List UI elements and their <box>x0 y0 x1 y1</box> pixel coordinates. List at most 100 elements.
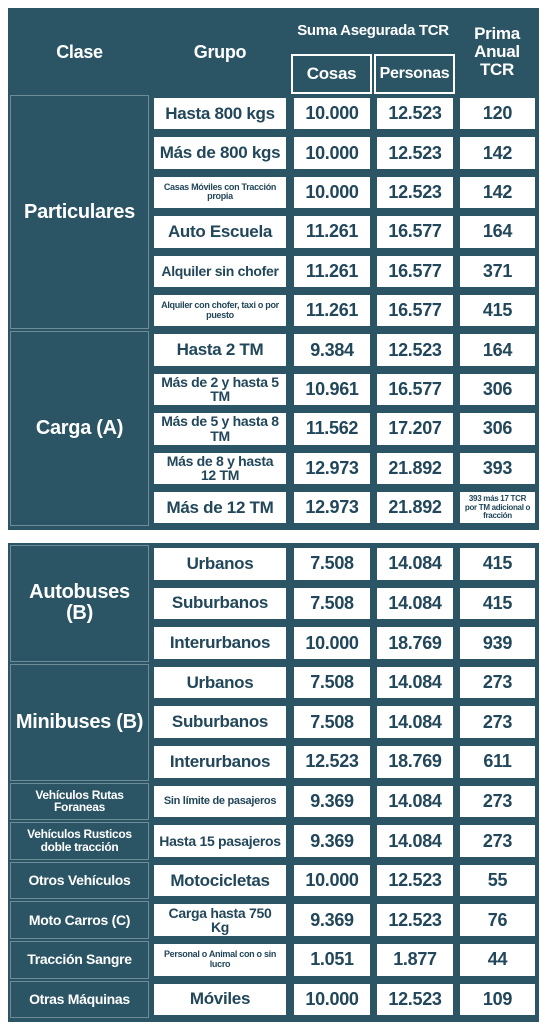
clase-cell: Vehículos Rusticos doble tracción <box>10 822 149 860</box>
personas-cell: 18.769 <box>375 744 455 780</box>
personas-cell: 12.523 <box>375 174 455 211</box>
cosas-cell: 7.508 <box>292 704 372 740</box>
header-cell: Cosas <box>291 54 372 94</box>
personas-cell: 1.877 <box>375 942 455 978</box>
grupo-cell: Hasta 800 kgs <box>152 96 288 132</box>
personas-cell: 12.523 <box>375 862 455 899</box>
clase-cell: Vehículos Rutas Foraneas <box>10 782 149 821</box>
grupo-cell: Alquiler con chofer, taxi o por puesto <box>152 293 288 329</box>
prima-cell: 306 <box>458 371 537 408</box>
grupo-cell: Más de 5 y hasta 8 TM <box>152 411 288 447</box>
grupo-cell: Hasta 2 TM <box>152 332 288 368</box>
grupo-cell: Carga hasta 750 Kg <box>152 902 288 938</box>
prima-cell: 393 <box>458 450 537 486</box>
header-cell: Clase <box>10 10 149 94</box>
personas-cell: 14.084 <box>375 783 455 820</box>
personas-cell: 12.523 <box>375 981 455 1018</box>
prima-cell: 306 <box>458 411 537 447</box>
clase-cell: Tracción Sangre <box>10 941 149 979</box>
personas-cell: 14.084 <box>375 546 455 582</box>
prima-cell: 611 <box>458 744 537 780</box>
cosas-cell: 10.000 <box>292 862 372 899</box>
grupo-cell: Sin límite de pasajeros <box>152 783 288 820</box>
clase-cell: Particulares <box>10 95 149 330</box>
cosas-cell: 11.562 <box>292 411 372 447</box>
header-cell: Prima Anual TCR <box>457 10 537 94</box>
personas-cell: 16.577 <box>375 214 455 250</box>
grupo-cell: Más de 2 y hasta 5 TM <box>152 371 288 408</box>
prima-cell: 939 <box>458 625 537 661</box>
prima-cell: 44 <box>458 942 537 978</box>
cosas-cell: 10.961 <box>292 371 372 408</box>
grupo-cell: Urbanos <box>152 546 288 582</box>
personas-cell: 14.084 <box>375 704 455 740</box>
header-cell: Personas <box>374 54 455 94</box>
cosas-cell: 7.508 <box>292 664 372 701</box>
prima-cell: 76 <box>458 902 537 938</box>
header-cell: Grupo <box>151 10 289 94</box>
cosas-cell: 10.000 <box>292 981 372 1018</box>
cosas-cell: 12.523 <box>292 744 372 780</box>
grupo-cell: Auto Escuela <box>152 214 288 250</box>
grupo-cell: Personal o Animal con o sin lucro <box>152 942 288 978</box>
grupo-cell: Suburbanos <box>152 585 288 622</box>
prima-cell: 273 <box>458 664 537 701</box>
grupo-cell: Interurbanos <box>152 744 288 780</box>
grupo-cell: Casas Móviles con Tracción propia <box>152 174 288 211</box>
cosas-cell: 12.973 <box>292 450 372 486</box>
prima-cell: 120 <box>458 96 537 132</box>
clase-cell: Minibuses (B) <box>10 663 149 781</box>
prima-cell: 142 <box>458 135 537 171</box>
cosas-cell: 9.369 <box>292 783 372 820</box>
cosas-cell: 11.261 <box>292 214 372 250</box>
cosas-cell: 11.261 <box>292 293 372 329</box>
prima-cell: 393 más 17 TCR por TM adicional o fracci… <box>458 490 537 526</box>
grupo-cell: Hasta 15 pasajeros <box>152 823 288 859</box>
header-cell: Suma Asegurada TCR <box>291 10 455 52</box>
prima-cell: 164 <box>458 214 537 250</box>
cosas-cell: 9.384 <box>292 332 372 368</box>
prima-cell: 55 <box>458 862 537 899</box>
cosas-cell: 1.051 <box>292 942 372 978</box>
cosas-cell: 9.369 <box>292 902 372 938</box>
cosas-cell: 10.000 <box>292 625 372 661</box>
grupo-cell: Más de 800 kgs <box>152 135 288 171</box>
cosas-cell: 12.973 <box>292 490 372 526</box>
personas-cell: 16.577 <box>375 293 455 329</box>
personas-cell: 12.523 <box>375 902 455 938</box>
prima-cell: 273 <box>458 823 537 859</box>
personas-cell: 18.769 <box>375 625 455 661</box>
clase-cell: Moto Carros (C) <box>10 901 149 939</box>
clase-cell: Otras Máquinas <box>10 980 149 1019</box>
clase-cell: Carga (A) <box>10 331 149 527</box>
prima-cell: 415 <box>458 546 537 582</box>
prima-cell: 415 <box>458 585 537 622</box>
grupo-cell: Interurbanos <box>152 625 288 661</box>
personas-cell: 16.577 <box>375 253 455 289</box>
cosas-cell: 10.000 <box>292 96 372 132</box>
personas-cell: 17.207 <box>375 411 455 447</box>
grupo-cell: Móviles <box>152 981 288 1018</box>
personas-cell: 14.084 <box>375 585 455 622</box>
prima-cell: 273 <box>458 783 537 820</box>
personas-cell: 14.084 <box>375 664 455 701</box>
cosas-cell: 10.000 <box>292 174 372 211</box>
clase-cell: Autobuses (B) <box>10 545 149 662</box>
grupo-cell: Más de 8 y hasta 12 TM <box>152 450 288 486</box>
personas-cell: 16.577 <box>375 371 455 408</box>
personas-cell: 12.523 <box>375 332 455 368</box>
grupo-cell: Motocicletas <box>152 862 288 899</box>
personas-cell: 21.892 <box>375 450 455 486</box>
prima-cell: 273 <box>458 704 537 740</box>
prima-cell: 109 <box>458 981 537 1018</box>
grupo-cell: Suburbanos <box>152 704 288 740</box>
personas-cell: 12.523 <box>375 96 455 132</box>
personas-cell: 14.084 <box>375 823 455 859</box>
cosas-cell: 11.261 <box>292 253 372 289</box>
prima-cell: 371 <box>458 253 537 289</box>
grupo-cell: Alquiler sin chofer <box>152 253 288 289</box>
cosas-cell: 7.508 <box>292 585 372 622</box>
clase-cell: Otros Vehículos <box>10 861 149 900</box>
cosas-cell: 7.508 <box>292 546 372 582</box>
prima-cell: 415 <box>458 293 537 329</box>
